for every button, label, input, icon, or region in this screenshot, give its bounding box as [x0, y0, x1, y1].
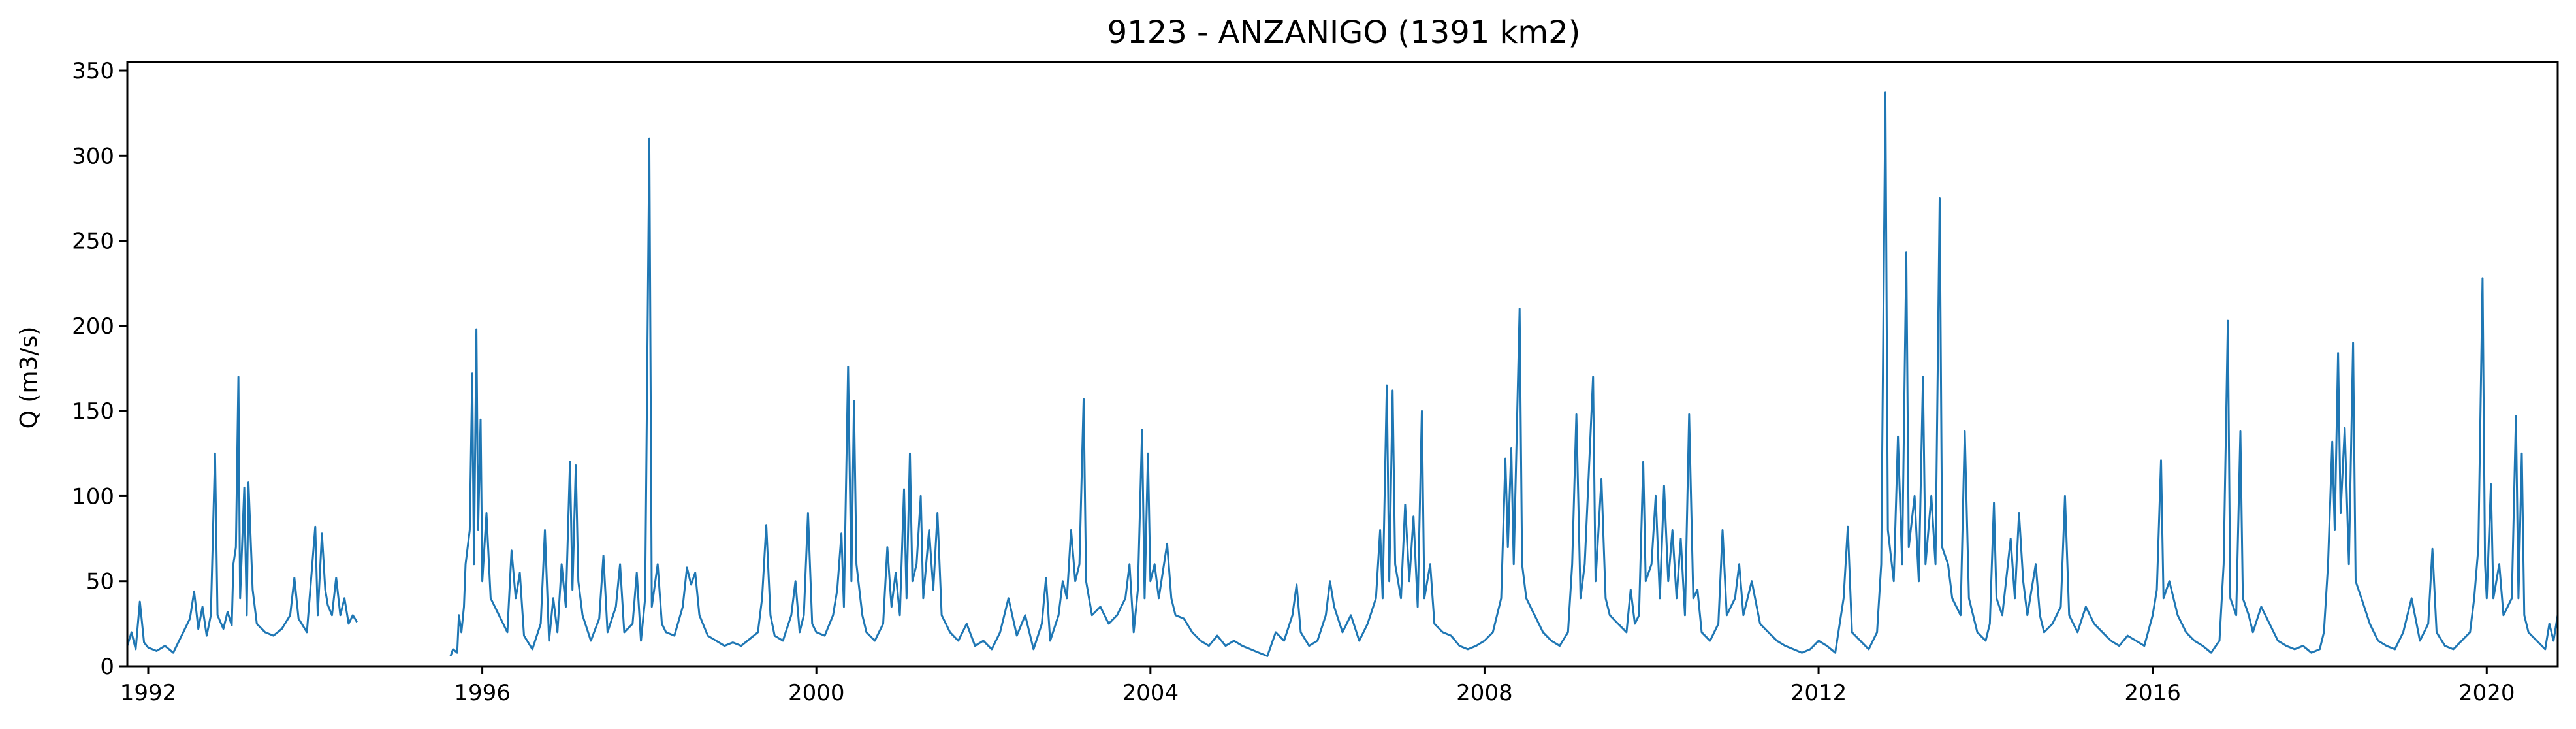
y-tick-label: 150	[72, 398, 114, 425]
series-line-segment	[449, 91, 2559, 657]
y-tick-label: 100	[72, 483, 114, 510]
x-tick-label: 2020	[2458, 680, 2515, 706]
x-tick-label: 2000	[788, 680, 845, 706]
y-tick-label: 0	[100, 654, 114, 680]
series-line-segment	[126, 376, 358, 654]
y-tick-label: 300	[72, 143, 114, 169]
x-tick-label: 2016	[2124, 680, 2181, 706]
y-tick-label: 200	[72, 314, 114, 340]
x-tick-label: 2008	[1456, 680, 1513, 706]
y-axis-ticks: 0 50 100 150 200 250 300 350	[72, 58, 127, 680]
plot-frame	[126, 61, 2559, 668]
x-tick-label: 1992	[120, 680, 177, 706]
y-tick-label: 250	[72, 229, 114, 255]
y-tick-label: 350	[72, 58, 114, 84]
x-axis-ticks: 1992 1996 2000 2004 2008 2012 2016 2020	[120, 666, 2515, 706]
x-tick-label: 2004	[1122, 680, 1179, 706]
x-tick-label: 2012	[1790, 680, 1847, 706]
series-flow-lines	[126, 91, 2559, 657]
y-tick-label: 50	[86, 569, 114, 595]
chart-title: 9123 - ANZANIGO (1391 km2)	[1107, 14, 1581, 51]
y-axis-label: Q (m3/s)	[16, 327, 42, 429]
x-tick-label: 1996	[454, 680, 511, 706]
